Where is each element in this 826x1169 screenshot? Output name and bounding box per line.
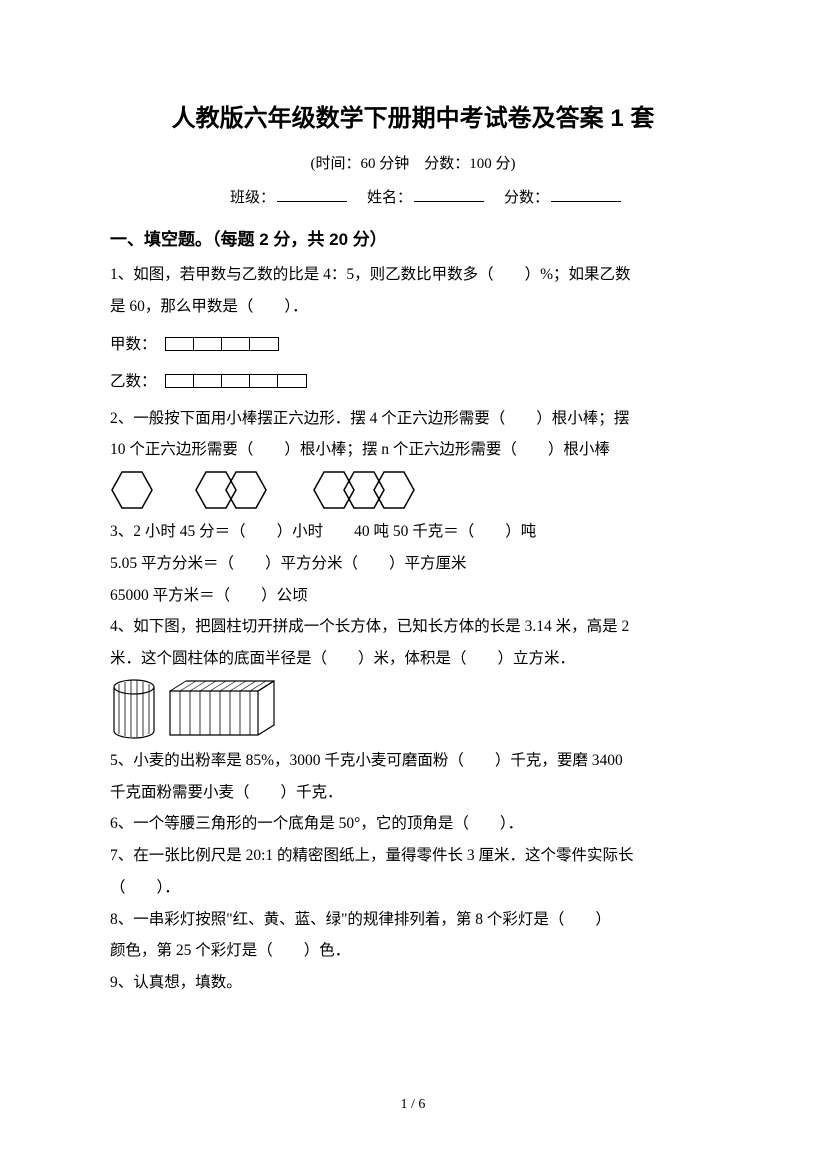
yi-label: 乙数： (110, 366, 157, 397)
hexagon-2-icon (194, 470, 272, 510)
bar-cell (166, 375, 194, 387)
q4-line-b: 米．这个圆柱体的底面半径是（ ）米，体积是（ ）立方米． (110, 643, 716, 675)
jia-diagram: 甲数： (110, 329, 716, 360)
q8-line-a: 8、一串彩灯按照"红、黄、蓝、绿"的规律排列着，第 8 个彩灯是（ ） (110, 904, 716, 936)
score-label: 分数： (504, 190, 549, 206)
q7-line-a: 7、在一张比例尺是 20:1 的精密图纸上，量得零件长 3 厘米．这个零件实际长 (110, 840, 716, 872)
bar-cell (166, 338, 194, 350)
jia-label: 甲数： (110, 329, 157, 360)
cylinder-icon (110, 679, 158, 739)
bar-cell (222, 375, 250, 387)
q1-line-a: 1、如图，若甲数与乙数的比是 4：5，则乙数比甲数多（ ）%；如果乙数 (110, 259, 716, 291)
q3-line-a: 3、2 小时 45 分＝（ ）小时 40 吨 50 千克＝（ ）吨 (110, 516, 716, 548)
q1-line-b: 是 60，那么甲数是（ ）． (110, 291, 716, 323)
name-label: 姓名： (367, 190, 412, 206)
bar-cell (194, 375, 222, 387)
q2-line-b: 10 个正六边形需要（ ）根小棒；摆 n 个正六边形需要（ ）根小棒 (110, 434, 716, 466)
name-blank[interactable] (414, 184, 484, 202)
hexagon-1-icon (110, 470, 154, 510)
exam-meta: (时间：60 分钟 分数：100 分) (110, 149, 716, 179)
q5-line-a: 5、小麦的出粉率是 85%，3000 千克小麦可磨面粉（ ）千克，要磨 3400 (110, 745, 716, 777)
q2-line-a: 2、一般按下面用小棒摆正六边形．摆 4 个正六边形需要（ ）根小棒；摆 (110, 403, 716, 435)
yi-diagram: 乙数： (110, 366, 716, 397)
jia-bar (165, 337, 279, 351)
class-label: 班级： (230, 190, 275, 206)
score-field: 分数： (504, 183, 621, 213)
q6-line: 6、一个等腰三角形的一个底角是 50°，它的顶角是（ ）． (110, 808, 716, 840)
student-fields: 班级： 姓名： 分数： (170, 183, 716, 213)
q4-line-a: 4、如下图，把圆柱切开拼成一个长方体，已知长方体的长是 3.14 米，高是 2 (110, 611, 716, 643)
q5-line-b: 千克面粉需要小麦（ ）千克． (110, 777, 716, 809)
class-field: 班级： (230, 183, 347, 213)
q9-line: 9、认真想，填数。 (110, 967, 716, 999)
q7-line-b: （ ）． (110, 872, 716, 904)
bar-cell (222, 338, 250, 350)
q8-line-b: 颜色，第 25 个彩灯是（ ）色． (110, 935, 716, 967)
bar-cell (194, 338, 222, 350)
cylinder-diagram (110, 679, 716, 739)
section-1-heading: 一、填空题。（每题 2 分，共 20 分） (110, 223, 716, 257)
q3-line-b: 5.05 平方分米＝（ ）平方分米（ ）平方厘米 (110, 548, 716, 580)
yi-bar (165, 374, 307, 388)
page-number: 1 / 6 (0, 1091, 826, 1119)
bar-cell (250, 375, 278, 387)
score-blank[interactable] (551, 184, 621, 202)
bar-cell (250, 338, 278, 350)
name-field: 姓名： (367, 183, 484, 213)
cuboid-icon (168, 679, 278, 739)
bar-cell (278, 375, 306, 387)
page-title: 人教版六年级数学下册期中考试卷及答案 1 套 (110, 95, 716, 143)
hexagon-3-icon (312, 470, 424, 510)
q3-line-c: 65000 平方米＝（ ）公顷 (110, 580, 716, 612)
class-blank[interactable] (277, 184, 347, 202)
hexagon-diagrams (110, 470, 716, 510)
